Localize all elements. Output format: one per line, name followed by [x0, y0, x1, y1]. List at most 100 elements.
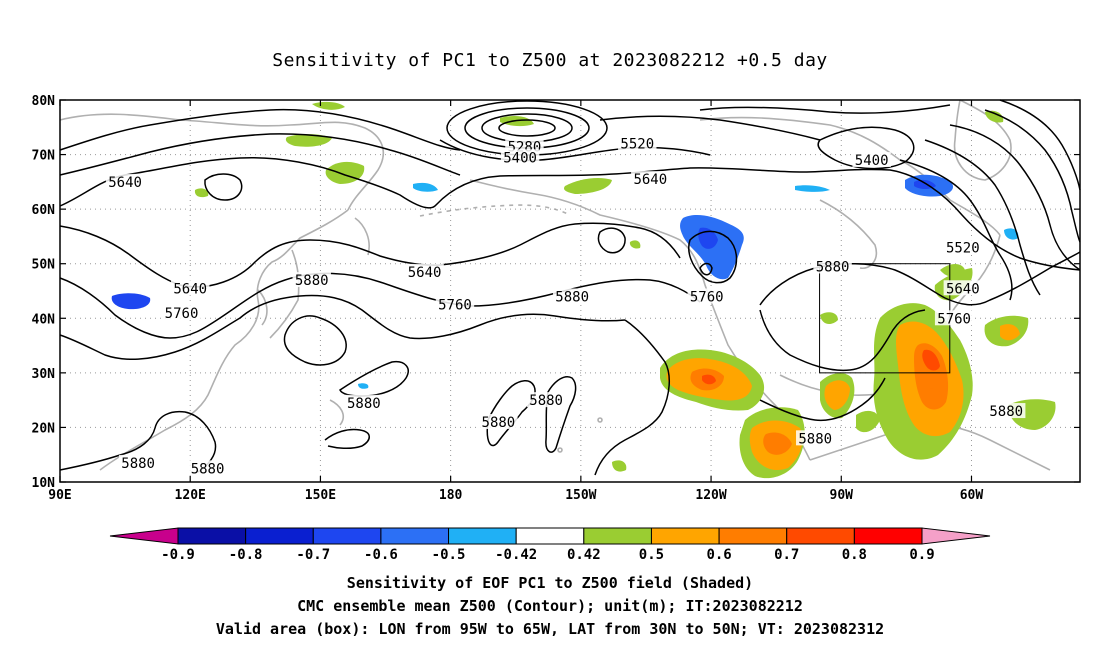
lon-tick-label: 90E: [48, 488, 71, 503]
contour-label: 5640: [405, 263, 444, 281]
contour-label: 5640: [943, 280, 983, 297]
colorbar-low-arrow: [109, 527, 179, 545]
contour-label-text: 5760: [165, 306, 199, 322]
colorbar-segment: [718, 527, 788, 545]
caption-valid-area: Valid area (box): LON from 95W to 65W, L…: [215, 620, 885, 638]
colorbar-label: -0.6: [364, 547, 398, 563]
contour-label-text: 5640: [173, 281, 207, 297]
colorbar-label: 0.9: [909, 547, 934, 563]
lat-tick-label: 20N: [32, 421, 56, 436]
positive-region-labrador-green: [940, 264, 965, 277]
contour-label: 5880: [118, 454, 158, 472]
positive-region-pacific-south: [612, 460, 627, 472]
colorbar-high-arrow: [921, 527, 991, 545]
contour-label: 5400: [852, 152, 891, 169]
positive-region-alaska: [564, 178, 612, 194]
contour-label: 5880: [344, 394, 384, 412]
colorbar-segment: [245, 527, 314, 545]
lon-tick-label: 120W: [695, 488, 726, 503]
contour-label: 5880: [526, 392, 566, 409]
contour-label-text: 5760: [937, 311, 971, 327]
lat-tick-label: 70N: [32, 149, 56, 164]
colorbar-segment: [650, 527, 720, 545]
contour-label: 5880: [552, 288, 592, 305]
colorbar-label: -0.9: [161, 547, 195, 563]
contour-label: 5880: [479, 413, 518, 431]
contour-label: 5880: [796, 430, 835, 447]
contour-label-text: 5640: [408, 265, 442, 281]
colorbar: -0.9 -0.8 -0.7 -0.6 -0.5 -0.42 0.42 0.5 0.6 0.7 0.…: [109, 527, 991, 563]
colorbar-segment: [380, 527, 450, 545]
contour-label: 5880: [813, 258, 852, 275]
contour-label: 5760: [687, 288, 726, 305]
contour-label: 5520: [618, 135, 657, 153]
colorbar-label: -0.7: [296, 547, 330, 563]
lat-tick-label: 40N: [32, 312, 56, 327]
colorbar-label: 0.8: [842, 547, 867, 563]
high-region-central-america-core: [763, 432, 792, 455]
contour-label: 5640: [105, 173, 145, 191]
high-region-gulf: [824, 380, 850, 410]
contour-label: 5760: [435, 296, 475, 314]
negative-region-hudson: [795, 185, 830, 192]
contour-label-text: 5880: [121, 456, 155, 472]
colorbar-label: 0.42: [567, 547, 601, 563]
negative-region-pacific: [358, 383, 369, 389]
contour-label-text: 5400: [503, 150, 537, 166]
contour-label-text: 5760: [438, 298, 472, 314]
colorbar-segment: [583, 527, 652, 545]
colorbar-label: -0.42: [495, 547, 537, 563]
high-region-atlantic: [1000, 324, 1020, 341]
positive-region-arctic-2: [285, 134, 332, 147]
contour-label-text: 5880: [191, 461, 225, 477]
contour-label-text: 5880: [295, 273, 329, 289]
contour-label: 5880: [292, 272, 331, 289]
colorbar-segment: [853, 527, 923, 545]
contour-label-text: 5520: [946, 240, 980, 256]
colorbar-label: 0.6: [706, 547, 731, 563]
contour-label-text: 5640: [633, 172, 667, 188]
lon-tick-label: 150E: [305, 488, 336, 503]
negative-region-siberia: [413, 182, 438, 192]
colorbar-label: 0.7: [774, 547, 799, 563]
contour-label-text: 5880: [482, 415, 516, 431]
colorbar-segment: [515, 527, 585, 545]
lon-tick-label: 180: [439, 488, 463, 503]
caption-contour: CMC ensemble mean Z500 (Contour); unit(m…: [297, 597, 803, 615]
contour-label-text: 5880: [816, 259, 850, 275]
map-title: Sensitivity of PC1 to Z500 at 2023082212…: [272, 50, 828, 71]
lon-tick-label: 150W: [565, 488, 596, 503]
contour-label-text: 5640: [946, 281, 980, 297]
colorbar-segment: [786, 527, 855, 545]
contour-label: 5520: [943, 239, 983, 256]
contour-label: 5760: [162, 304, 201, 322]
negative-region-nova-scotia: [1004, 228, 1019, 240]
lon-tick-label: 60W: [960, 488, 984, 503]
map-panel: 5640 5640 5760 5880 5640 5760 5880 5880 5880 5880…: [32, 94, 1081, 503]
map-border: [59, 99, 1081, 483]
contour-label-text: 5880: [555, 289, 589, 305]
contour-label-text: 5520: [620, 137, 654, 153]
negative-region-china: [111, 293, 151, 310]
colorbar-label: 0.5: [639, 547, 664, 563]
contour-label-text: 5400: [855, 153, 889, 169]
contour-label: 5400: [500, 149, 540, 166]
lat-tick-label: 50N: [32, 258, 56, 273]
contour-label: 5640: [631, 171, 670, 188]
colorbar-label: -0.5: [432, 547, 466, 563]
contour-label: 5640: [171, 280, 210, 297]
caption-shaded: Sensitivity of EOF PC1 to Z500 field (Sh…: [346, 574, 754, 592]
positive-region-japan-sea: [194, 188, 209, 198]
positive-region-greenland: [985, 110, 1004, 123]
contour-label-text: 5640: [108, 175, 142, 191]
contour-label-text: 5880: [529, 393, 563, 409]
high-region-se-us-red: [922, 349, 940, 371]
lat-tick-label: 60N: [32, 203, 56, 218]
lon-tick-label: 120E: [175, 488, 206, 503]
high-region-mexico-red: [702, 374, 716, 385]
positive-region-mid-pacific: [629, 240, 641, 249]
positive-region-great-lakes: [820, 312, 838, 325]
axis-ticks: 90E 120E 150E 180 150W 120W 90W 60W 10N 20N 30N 40N…: [32, 94, 1080, 503]
contour-label: 5760: [934, 310, 974, 327]
